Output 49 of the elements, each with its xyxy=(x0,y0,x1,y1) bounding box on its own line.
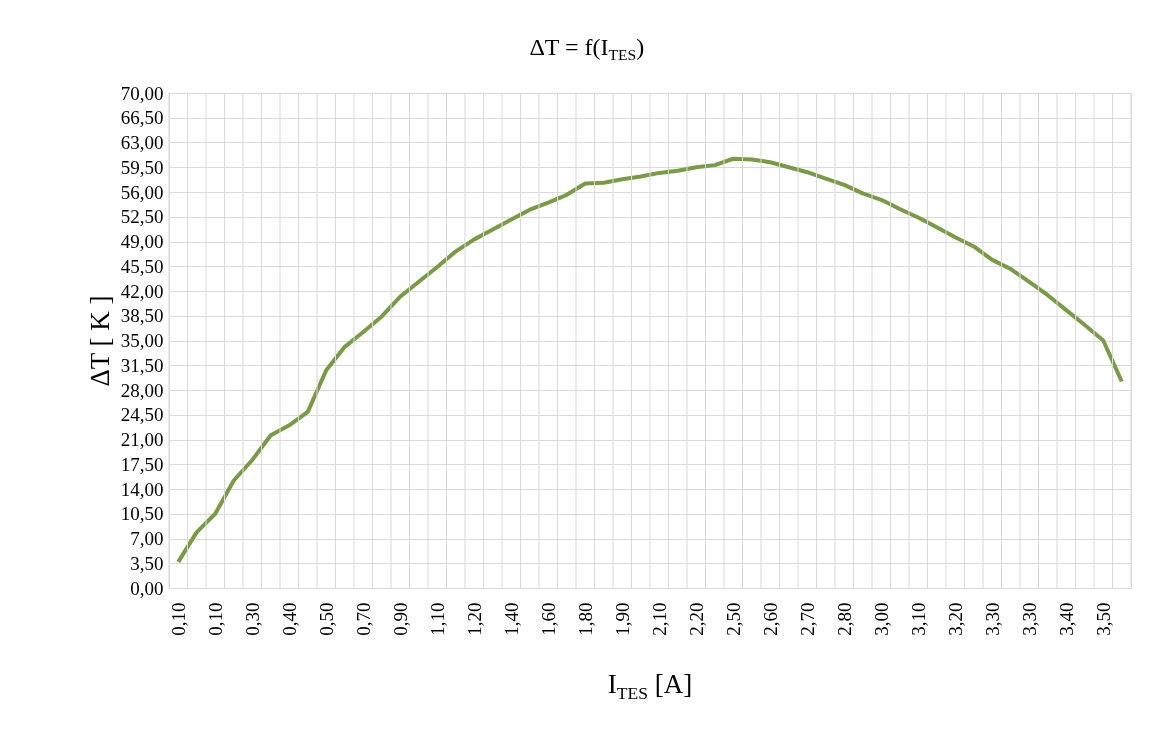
y-tick-label: 45,50 xyxy=(120,255,164,277)
y-tick-label: 10,50 xyxy=(120,503,164,525)
y-tick-label: 49,00 xyxy=(120,231,164,252)
y-tick-label: 24,50 xyxy=(120,404,164,426)
y-tick-label: 3,50 xyxy=(130,552,164,574)
x-tick-label: 2,50 xyxy=(722,602,744,636)
x-tick-label: 0,10 xyxy=(204,602,226,636)
x-tick-label: 0,30 xyxy=(241,602,263,636)
y-tick-label: 38,50 xyxy=(120,305,164,327)
y-axis-title: ΔT [ K ] xyxy=(84,295,115,387)
y-tick-label: 31,50 xyxy=(120,354,164,376)
x-tick-label: 2,20 xyxy=(685,602,707,636)
line-series xyxy=(176,156,1124,564)
x-tick-label: 3,30 xyxy=(981,602,1003,636)
y-tick-label: 66,50 xyxy=(120,107,164,129)
y-tick-label: 35,00 xyxy=(120,330,164,351)
x-tick-label: 3,40 xyxy=(1055,602,1077,636)
x-tick-label: 3,50 xyxy=(1092,602,1114,636)
x-tick-label: 1,20 xyxy=(463,602,485,636)
x-tick-label: 0,50 xyxy=(315,602,337,636)
y-tick-label: 21,00 xyxy=(120,429,164,450)
y-tick-label: 17,50 xyxy=(120,453,164,475)
x-tick-label: 2,70 xyxy=(796,602,818,636)
x-tick-label: 1,80 xyxy=(574,602,596,636)
x-tick-label: 1,40 xyxy=(500,602,522,636)
y-tick-label: 7,00 xyxy=(130,528,164,549)
x-tick-label: 2,10 xyxy=(648,602,670,636)
x-tick-label: 3,10 xyxy=(907,602,929,636)
x-tick-label: 0,70 xyxy=(352,602,374,636)
x-tick-label: 3,00 xyxy=(870,602,892,636)
x-tick-label: 0,90 xyxy=(389,602,411,636)
x-tick-label: 0,40 xyxy=(278,602,300,636)
x-tick-label: 3,30 xyxy=(1018,602,1040,636)
x-tick-label: 2,80 xyxy=(833,602,855,636)
x-tick-label: 1,90 xyxy=(611,602,633,636)
x-tick-label: 0,10 xyxy=(167,602,189,636)
x-tick-label: 3,20 xyxy=(944,602,966,636)
y-tick-label: 28,00 xyxy=(120,379,164,401)
x-tick-label: 1,60 xyxy=(537,602,559,636)
y-tick-label: 59,50 xyxy=(120,156,164,178)
y-tick-label: 63,00 xyxy=(120,132,164,153)
y-tick-label: 14,00 xyxy=(120,478,164,500)
y-tick-label: 56,00 xyxy=(120,181,164,203)
y-tick-label: 70,00 xyxy=(120,82,164,104)
y-tick-label: 0,00 xyxy=(130,577,164,599)
y-tick-label: 42,00 xyxy=(120,280,164,302)
y-tick-label: 52,50 xyxy=(120,206,164,228)
x-tick-label: 1,10 xyxy=(426,602,448,636)
x-tick-label: 2,60 xyxy=(759,602,781,636)
